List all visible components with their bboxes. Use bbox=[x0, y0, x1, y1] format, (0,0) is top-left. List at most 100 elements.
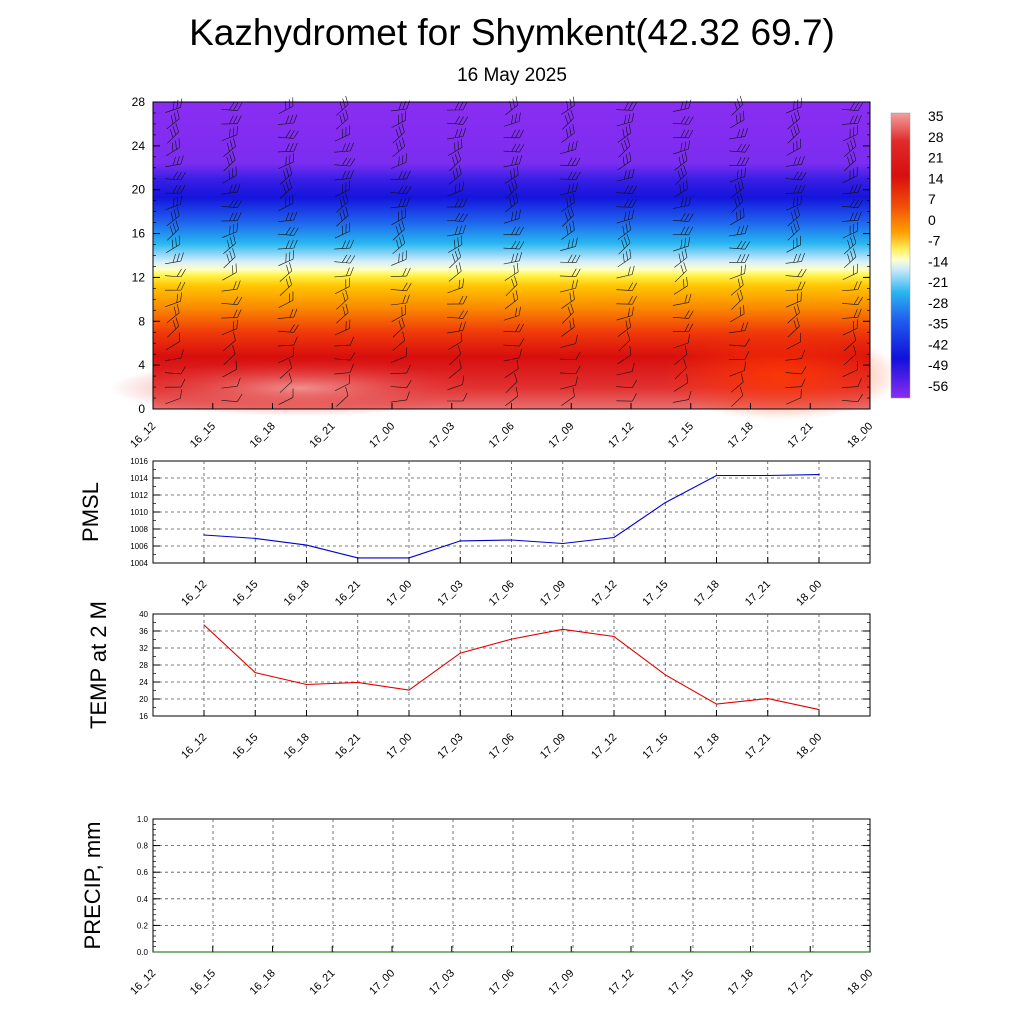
wind-barb bbox=[503, 112, 521, 127]
wind-barb bbox=[277, 324, 299, 333]
wind-barb bbox=[336, 109, 349, 130]
data-point bbox=[152, 951, 154, 953]
wind-barb bbox=[672, 196, 692, 209]
y-tick-label: 1006 bbox=[130, 542, 148, 551]
wind-barb bbox=[390, 185, 412, 195]
x-tick-label: 17_03 bbox=[427, 420, 457, 450]
wind-barb bbox=[223, 345, 236, 366]
colorbar: 35 28 21 14 7 0 -7 -14 -21 -28 -35 -42 -49 -56 bbox=[890, 108, 948, 399]
wind-barb bbox=[221, 183, 241, 195]
wind-barb bbox=[617, 221, 632, 240]
wind-barb bbox=[616, 362, 635, 376]
x-tick-label: 17_15 bbox=[640, 731, 670, 761]
wind-barb bbox=[165, 366, 186, 375]
x-tick-label: 17_12 bbox=[606, 420, 636, 450]
wind-barb bbox=[277, 211, 298, 222]
y-tick-label: 4 bbox=[138, 358, 145, 372]
wind-barb bbox=[842, 263, 858, 281]
wind-barb bbox=[785, 366, 807, 375]
temp-chart: 16 20 24 28 32 36 40 16_12 16_15 16_18 16_21 17_00 1… bbox=[86, 601, 871, 761]
wind-barb bbox=[785, 281, 806, 291]
data-point bbox=[715, 703, 718, 705]
data-point bbox=[203, 624, 205, 626]
wind-barb bbox=[674, 151, 688, 171]
colorbar-label: -56 bbox=[928, 378, 948, 394]
wind-barb bbox=[729, 127, 749, 140]
x-tick-label: 16_18 bbox=[282, 578, 312, 608]
wind-barb bbox=[447, 101, 468, 111]
y-axis-title: TEMP at 2 M bbox=[86, 601, 111, 729]
wind-barb bbox=[562, 206, 574, 227]
wind-barb bbox=[504, 263, 519, 281]
wind-barb bbox=[559, 171, 581, 181]
wind-barb bbox=[785, 268, 807, 278]
wind-barb bbox=[278, 194, 294, 211]
wind-barb bbox=[673, 334, 690, 349]
wind-barb bbox=[505, 178, 518, 199]
wind-barb bbox=[165, 292, 182, 307]
wind-barb bbox=[729, 224, 749, 237]
wind-barb bbox=[843, 151, 857, 172]
wind-barb bbox=[843, 345, 857, 366]
wind-barb bbox=[729, 254, 750, 263]
y-tick-label: 24 bbox=[132, 139, 146, 153]
wind-barb bbox=[616, 168, 635, 182]
wind-barb bbox=[842, 102, 863, 111]
data-point bbox=[562, 542, 564, 545]
wind-barb bbox=[503, 226, 524, 236]
wind-barb bbox=[334, 352, 356, 361]
wind-barb bbox=[560, 376, 578, 390]
wind-barb bbox=[278, 347, 294, 364]
y-tick-label: 0.6 bbox=[137, 868, 149, 877]
wind-barb bbox=[334, 170, 354, 181]
wind-barb bbox=[449, 345, 462, 366]
wind-barb bbox=[334, 277, 350, 294]
wind-barb bbox=[448, 332, 463, 350]
wind-barb bbox=[279, 262, 293, 282]
y-tick-label: 0.2 bbox=[137, 921, 149, 930]
wind-barb bbox=[560, 182, 579, 196]
wind-barb bbox=[617, 346, 632, 365]
cross-section-hot-area bbox=[110, 360, 490, 416]
wind-barb bbox=[842, 296, 863, 305]
y-tick-label: 28 bbox=[139, 661, 148, 670]
x-tick-label: 17_00 bbox=[367, 967, 397, 997]
wind-barb bbox=[841, 378, 862, 389]
wind-barb bbox=[448, 138, 463, 156]
wind-barb bbox=[447, 213, 468, 222]
data-point bbox=[357, 681, 359, 684]
wind-barb bbox=[787, 303, 800, 324]
wind-barb bbox=[560, 279, 578, 293]
wind-barb bbox=[336, 95, 349, 116]
wind-barb bbox=[843, 137, 857, 158]
wind-barb bbox=[503, 252, 522, 265]
wind-barb bbox=[447, 224, 466, 237]
data-point bbox=[203, 534, 205, 536]
data-point bbox=[510, 951, 513, 953]
series-line-temp bbox=[203, 624, 820, 711]
x-tick-label: 16_15 bbox=[188, 967, 218, 997]
wind-barb bbox=[336, 386, 349, 407]
wind-barb bbox=[503, 209, 521, 224]
x-tick-label: 18_00 bbox=[794, 731, 824, 761]
colorbar-label: -49 bbox=[928, 357, 948, 373]
wind-barb bbox=[617, 318, 632, 337]
data-point bbox=[459, 652, 461, 654]
y-tick-label: 1012 bbox=[130, 491, 148, 500]
wind-barb bbox=[223, 331, 236, 352]
precip-chart: 0.0 0.2 0.4 0.6 0.8 1.0 16_12 16_15 16_18 16_21 17… bbox=[80, 815, 875, 997]
x-tick-label: 16_15 bbox=[230, 578, 260, 608]
pmsl-chart: 1004 1006 1008 1010 1012 1014 1016 16_12 16_15 16… bbox=[78, 457, 871, 608]
wind-barb bbox=[785, 350, 805, 361]
cross-section-panel: 16_12 16_15 16_18 16_21 17_00 17_03 17_06 17_09… bbox=[110, 95, 900, 450]
wind-barb bbox=[672, 390, 692, 403]
wind-barb bbox=[617, 151, 632, 171]
wind-barb bbox=[222, 263, 237, 281]
wind-barb bbox=[334, 267, 354, 278]
y-tick-label: 32 bbox=[139, 644, 148, 653]
x-tick-label: 17_09 bbox=[546, 420, 576, 450]
wind-barb bbox=[277, 142, 298, 153]
wind-barb bbox=[503, 338, 525, 347]
y-tick-label: 8 bbox=[138, 314, 145, 328]
wind-barb bbox=[559, 254, 581, 264]
